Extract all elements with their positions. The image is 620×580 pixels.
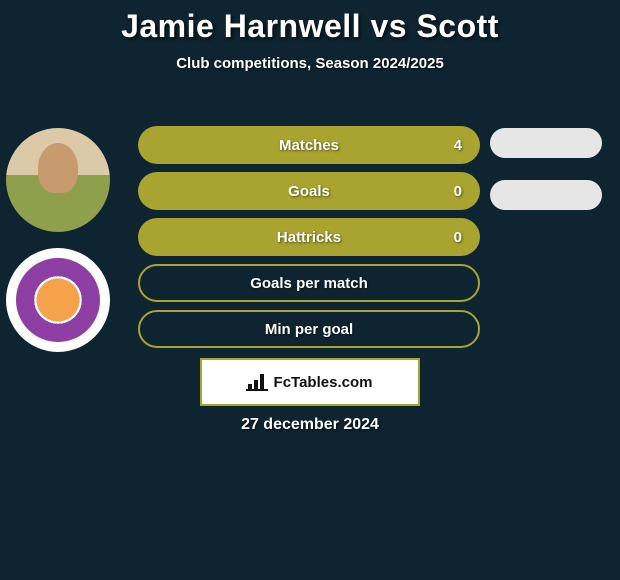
bar-min-per-goal: Min per goal xyxy=(138,310,480,348)
avatar-column xyxy=(6,128,126,368)
bar-value: 4 xyxy=(454,137,462,154)
club-avatar xyxy=(6,248,110,352)
bar-label: Matches xyxy=(279,137,339,154)
watermark: FcTables.com xyxy=(200,358,420,406)
date-text: 27 december 2024 xyxy=(0,416,620,434)
bar-goals: Goals 0 xyxy=(138,172,480,210)
pill-goals-compare xyxy=(490,180,602,210)
stats-bars: Matches 4 Goals 0 Hattricks 0 Goals per … xyxy=(138,126,480,356)
page-title: Jamie Harnwell vs Scott xyxy=(0,8,620,45)
bar-matches: Matches 4 xyxy=(138,126,480,164)
bar-chart-icon xyxy=(248,374,268,390)
bar-label: Hattricks xyxy=(277,229,341,246)
bar-value: 0 xyxy=(454,183,462,200)
comparison-pills xyxy=(490,128,602,232)
bar-label: Min per goal xyxy=(265,321,353,338)
bar-label: Goals xyxy=(288,183,330,200)
bar-goals-per-match: Goals per match xyxy=(138,264,480,302)
pill-matches-compare xyxy=(490,128,602,158)
club-badge-icon xyxy=(16,258,100,342)
bar-label: Goals per match xyxy=(250,275,368,292)
bar-value: 0 xyxy=(454,229,462,246)
player-head-icon xyxy=(38,143,78,193)
watermark-text: FcTables.com xyxy=(274,374,373,391)
page-subtitle: Club competitions, Season 2024/2025 xyxy=(0,55,620,72)
bar-hattricks: Hattricks 0 xyxy=(138,218,480,256)
player-avatar xyxy=(6,128,110,232)
